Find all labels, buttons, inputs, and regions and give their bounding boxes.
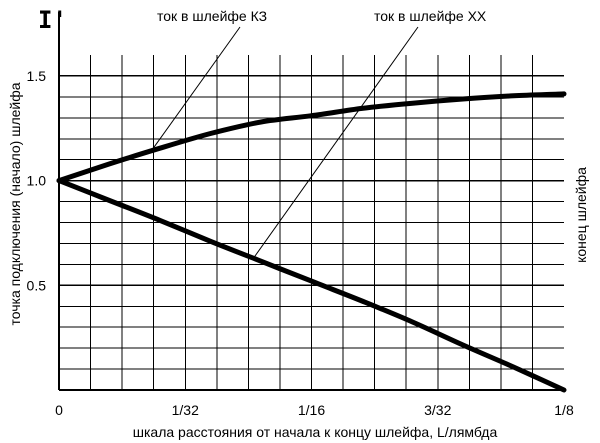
x-tick-label: 0 [55, 402, 63, 418]
x-tick-label: 3/32 [424, 402, 451, 418]
y-axis-label: точка подключения (начало) шлейфа [7, 82, 23, 325]
series-lines [56, 91, 567, 393]
x-tick-label: 1/8 [554, 402, 574, 418]
y-tick-label: 1.0 [27, 173, 47, 189]
right-axis-label: конец шлейфа [573, 167, 589, 263]
leader-line-open-circuit [253, 26, 419, 259]
axes [57, 12, 564, 392]
series-line-open-circuit [56, 178, 567, 393]
x-tick-label: 1/16 [298, 402, 325, 418]
y-tick-label: 1.5 [27, 68, 47, 84]
grid [59, 55, 564, 390]
series-label-short-circuit: ток в шлейфе КЗ [157, 8, 267, 24]
x-tick-label: 1/32 [172, 402, 199, 418]
series-line-short-circuit [56, 91, 567, 184]
y-tick-label: 0.5 [27, 277, 47, 293]
series-label-open-circuit: ток в шлейфе ХХ [374, 8, 487, 24]
series-annotations [151, 26, 419, 259]
leader-line-short-circuit [151, 26, 241, 152]
tick-labels: 0 1/32 1/16 3/32 1/8 0.5 1.0 1.5 [27, 68, 574, 418]
x-axis-label: шкала расстояния от начала к концу шлейф… [133, 424, 498, 440]
y-axis-top-label: I' [38, 6, 67, 34]
